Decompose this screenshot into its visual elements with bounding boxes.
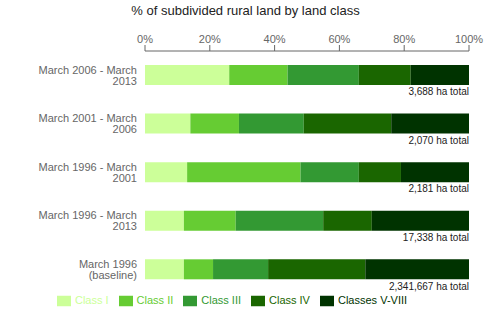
svg-text:March 2001 - March2006: March 2001 - March2006 [39, 112, 137, 135]
svg-text:March 1996(baseline): March 1996(baseline) [79, 258, 137, 281]
svg-text:2,341,667 ha total: 2,341,667 ha total [389, 281, 469, 292]
svg-text:March 1996 - March2001: March 1996 - March2001 [39, 161, 137, 184]
svg-text:80%: 80% [393, 33, 415, 45]
svg-text:March 1996 - March2013: March 1996 - March2013 [39, 209, 137, 232]
svg-text:0%: 0% [137, 33, 153, 45]
svg-text:March 2006 - March2013: March 2006 - March2013 [39, 64, 137, 87]
html-text:Class II: Class II [136, 293, 174, 306]
html-text:Class IV: Class IV [269, 293, 310, 306]
html-text:% of subdivided rural land by: % of subdivided rural land by land class [131, 3, 360, 18]
svg-text:2,181 ha total: 2,181 ha total [408, 183, 469, 194]
svg-text:17,338 ha total: 17,338 ha total [403, 232, 469, 243]
svg-text:40%: 40% [264, 33, 286, 45]
svg-text:100%: 100% [455, 33, 483, 45]
svg-text:2,070 ha total: 2,070 ha total [408, 135, 469, 146]
svg-text:3,688 ha total: 3,688 ha total [408, 86, 469, 97]
svg-text:20%: 20% [199, 33, 221, 45]
html-text:Class I: Class I [75, 293, 109, 306]
html-text:Classes V-VIII: Classes V-VIII [338, 293, 407, 306]
html-text:Class III: Class III [201, 293, 241, 306]
svg-text:60%: 60% [328, 33, 350, 45]
